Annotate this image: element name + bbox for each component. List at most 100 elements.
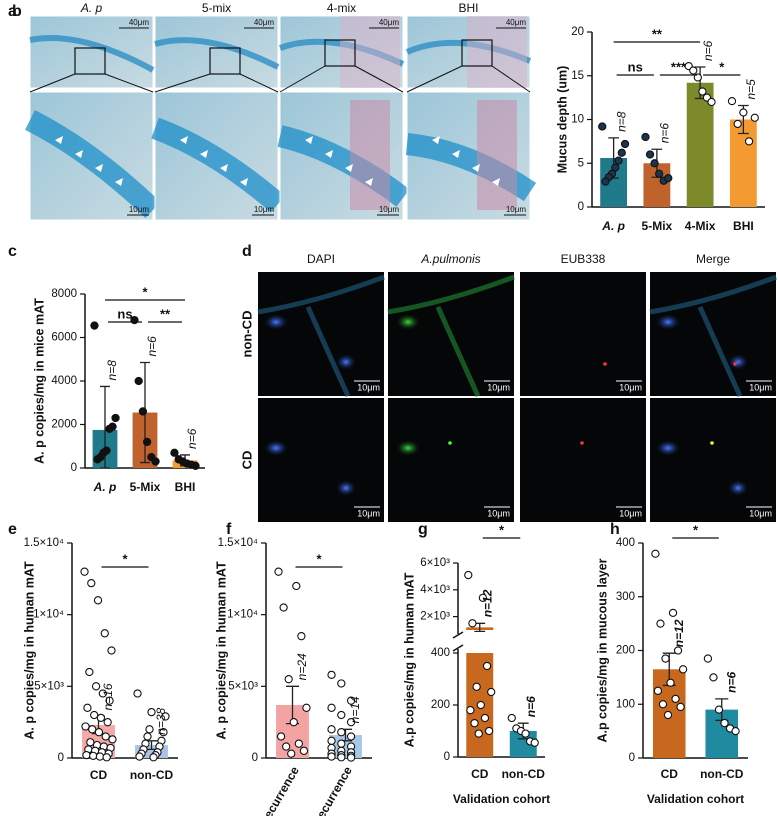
- data-point: [327, 736, 336, 745]
- zoom-line: [354, 65, 404, 93]
- fiber: [649, 274, 777, 398]
- data-point: [530, 738, 539, 747]
- data-point: [98, 689, 107, 698]
- x-tick-label: BHI: [175, 480, 196, 494]
- n-label: n=6: [524, 696, 538, 717]
- data-point: [191, 461, 200, 470]
- significance-label: *: [122, 551, 128, 566]
- data-point: [476, 700, 485, 710]
- x-axis-label: Validation cohort: [647, 792, 744, 806]
- row-label: non-CD: [239, 311, 254, 358]
- data-point: [727, 96, 737, 106]
- data-point: [487, 687, 496, 697]
- n-label: n=6: [185, 428, 199, 449]
- data-point: [93, 455, 102, 464]
- y-tick-label: 5: [578, 157, 584, 169]
- y-axis-label: A.p copies/mg in human mAT: [402, 572, 416, 747]
- data-point: [337, 753, 346, 762]
- panel-letter: e: [8, 521, 17, 538]
- n-label: n=12: [481, 589, 495, 617]
- y-tick-label: 400: [616, 537, 635, 549]
- significance-label: *: [499, 522, 505, 537]
- image: [388, 398, 514, 522]
- scale-label: 40μm: [254, 18, 275, 27]
- x-tick-label: 5-Mix: [642, 219, 673, 233]
- data-point: [95, 752, 105, 761]
- y-axis-label: A. p copies/mg in human mAT: [22, 561, 36, 740]
- y-tick-label: 400: [431, 647, 450, 659]
- significance-label: ***: [671, 59, 687, 74]
- data-point: [731, 726, 740, 736]
- scale-label: 40μm: [379, 18, 400, 27]
- scale-label: 10μm: [357, 382, 380, 392]
- data-point: [133, 689, 142, 698]
- data-point: [337, 679, 346, 688]
- significance-label: **: [160, 306, 171, 321]
- data-point: [108, 735, 117, 744]
- data-point: [138, 407, 148, 416]
- data-point: [733, 119, 742, 129]
- n-label: n=8: [105, 360, 119, 381]
- row-label: CD: [239, 451, 254, 470]
- scale-label: 10μm: [487, 382, 510, 392]
- significance-label: *: [719, 59, 725, 74]
- data-point: [651, 549, 660, 558]
- data-point: [149, 753, 158, 762]
- x-tick-label: CD: [661, 767, 679, 781]
- zoom-box: [74, 47, 106, 75]
- data-point: [707, 97, 716, 107]
- dot: [603, 362, 607, 366]
- data-point: [327, 725, 336, 734]
- signal: [396, 440, 420, 456]
- y-tick-label: 200: [616, 645, 635, 657]
- tissue: [29, 35, 155, 73]
- signal: [396, 314, 420, 330]
- nucleus: [656, 440, 680, 456]
- data-point: [276, 732, 286, 741]
- data-point: [480, 713, 490, 723]
- arrowhead: [452, 150, 460, 158]
- n-label: n=24: [295, 653, 309, 680]
- data-point: [668, 608, 678, 618]
- nucleus: [264, 314, 288, 330]
- column-label: 5-mix: [202, 1, 231, 15]
- zoom-line: [29, 73, 76, 93]
- zoom-line: [406, 65, 463, 93]
- data-point: [601, 177, 610, 186]
- data-point: [472, 682, 481, 691]
- panel-letter: h: [610, 521, 620, 538]
- x-tick-label: 4-Mix: [685, 219, 716, 233]
- y-tick-label: 6000: [51, 332, 77, 344]
- data-point: [478, 593, 488, 602]
- x-axis-label: Validation cohort: [453, 792, 550, 806]
- x-tick-label: A. p: [601, 219, 625, 233]
- nucleus: [728, 354, 748, 370]
- y-tick-label: 0: [444, 751, 450, 763]
- zoom-line: [239, 73, 279, 93]
- scale-label: 10μm: [487, 508, 510, 518]
- x-tick-label: CD: [471, 767, 489, 781]
- data-point: [676, 702, 685, 712]
- data-point: [658, 700, 668, 709]
- y-tick-label: 4000: [51, 375, 77, 387]
- data-point: [292, 581, 301, 591]
- data-point: [94, 728, 104, 737]
- tissue: [25, 110, 161, 218]
- y-tick-label: 300: [616, 591, 635, 603]
- tissue: [151, 117, 286, 213]
- x-tick-label: A. p: [93, 480, 117, 494]
- y-axis-label: A.p copies/mg in mucous layer: [595, 558, 609, 742]
- column-label: A.pulmonis: [420, 252, 480, 266]
- x-tick-label: Recurrence: [257, 764, 302, 816]
- data-point: [521, 729, 530, 738]
- data-point: [337, 728, 346, 737]
- significance-label: *: [316, 551, 322, 566]
- data-point: [274, 567, 283, 576]
- data-point: [89, 751, 98, 760]
- data-point: [88, 725, 97, 734]
- data-point: [151, 457, 160, 466]
- x-tick-label: non-CD: [502, 767, 546, 781]
- y-tick-label: 0: [252, 752, 258, 764]
- scale-label: 40μm: [506, 18, 527, 27]
- data-point: [666, 678, 675, 687]
